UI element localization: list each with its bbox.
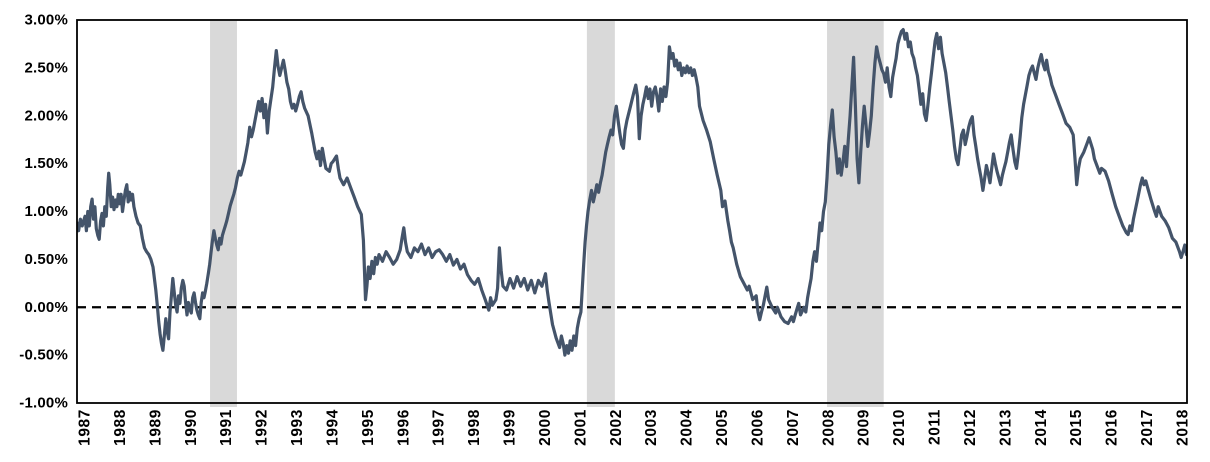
x-axis-tick-label: 2008: [820, 409, 837, 446]
x-axis-tick-label: 2007: [785, 409, 802, 446]
x-axis-tick-label: 2009: [856, 409, 873, 446]
x-axis-tick-label: 1987: [77, 409, 94, 446]
x-axis-tick-label: 2002: [608, 409, 625, 446]
y-axis-tick-label: 2.00%: [24, 107, 68, 124]
y-axis-tick-label: 0.00%: [24, 299, 68, 316]
x-axis-tick-label: 2016: [1104, 409, 1121, 446]
x-axis-tick-label: 2017: [1139, 409, 1156, 446]
x-axis-tick-label: 1991: [218, 409, 235, 446]
y-axis-tick-label: -0.50%: [19, 347, 68, 364]
x-axis-tick-label: 1996: [395, 409, 412, 446]
x-axis-tick-label: 2012: [962, 409, 979, 446]
x-axis-tick-label: 1989: [147, 409, 164, 446]
x-axis-tick-label: 1994: [324, 409, 341, 446]
x-axis-tick-label: 2000: [537, 409, 554, 446]
x-axis-tick-label: 2003: [643, 409, 660, 446]
x-axis-tick-label: 2001: [572, 409, 589, 446]
x-axis-tick-label: 1995: [360, 409, 377, 446]
x-axis-tick-label: 2010: [891, 409, 908, 446]
x-axis-tick-label: 1993: [289, 409, 306, 446]
x-axis-tick-label: 2005: [714, 409, 731, 446]
x-axis-tick-label: 2018: [1175, 409, 1192, 446]
data-line-series-1: [77, 28, 1187, 357]
y-axis-tick-label: 0.50%: [24, 251, 68, 268]
recession-band-1990-1991: [210, 21, 237, 407]
x-axis-tick-label: 2015: [1068, 409, 1085, 446]
x-axis-tick-label: 2014: [1033, 409, 1050, 446]
y-axis-tick-label: 3.00%: [24, 12, 68, 29]
y-axis-tick-label: 2.50%: [24, 59, 68, 76]
y-axis-tick-label: 1.50%: [24, 155, 68, 172]
y-axis-tick-label: 1.00%: [24, 203, 68, 220]
x-axis-tick-label: 1990: [183, 409, 200, 446]
plot-border: [76, 19, 1188, 404]
x-axis-tick-label: 1999: [502, 409, 519, 446]
x-axis-tick-label: 2004: [679, 409, 696, 446]
x-axis-tick-label: 2006: [750, 409, 767, 446]
recession-band-2001: [586, 21, 615, 407]
x-axis-tick-label: 1998: [466, 409, 483, 446]
x-axis-tick-label: 1997: [431, 409, 448, 446]
x-axis-tick-label: 2013: [997, 409, 1014, 446]
x-axis-tick-label: 2011: [927, 409, 944, 445]
x-axis-tick-label: 1988: [112, 409, 129, 446]
y-axis-tick-label: -1.00%: [19, 395, 68, 412]
x-axis-tick-label: 1992: [254, 409, 271, 446]
